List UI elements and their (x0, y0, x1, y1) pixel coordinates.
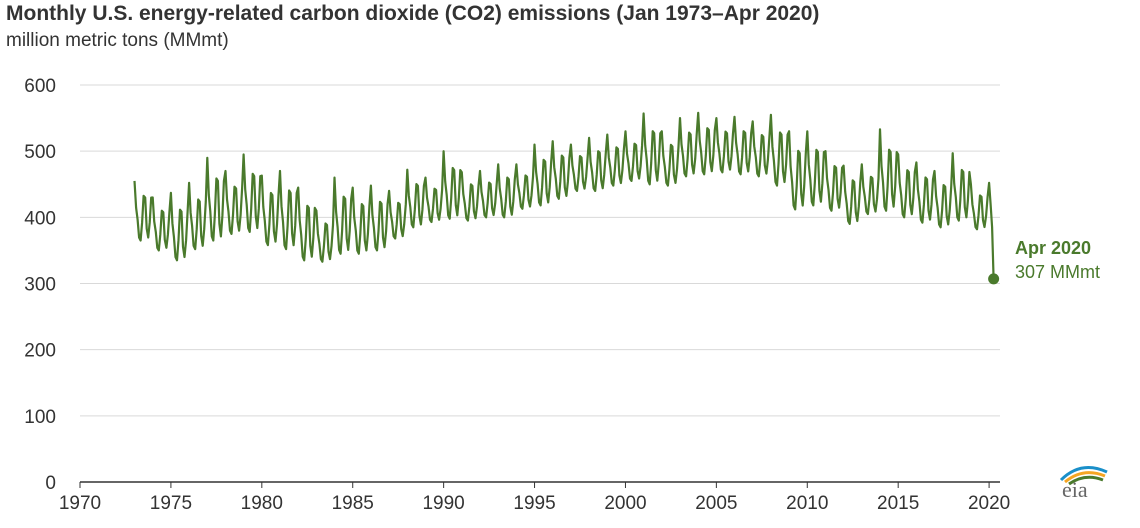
y-tick-label: 600 (24, 76, 56, 97)
x-tick-label: 2000 (604, 493, 646, 514)
series (133, 111, 1000, 285)
x-tick-label: 2015 (877, 493, 919, 514)
x-tick-label: 1990 (422, 493, 464, 514)
x-tick-label: 1985 (332, 493, 374, 514)
annotation-point (988, 273, 1000, 285)
annotation: Apr 2020 307 MMmt (1015, 238, 1100, 282)
gridlines (80, 84, 1000, 417)
x-tick-label: 2020 (968, 493, 1010, 514)
logo-arc-green (1068, 475, 1104, 486)
y-tick-label: 300 (24, 275, 56, 296)
x-tick-label: 1995 (513, 493, 555, 514)
x-tick-label: 1980 (241, 493, 283, 514)
chart-title: Monthly U.S. energy-related carbon dioxi… (6, 2, 820, 25)
y-tick-label: 100 (24, 407, 56, 428)
series-line-co2-emissions (133, 111, 995, 279)
logo-arc-orange (1064, 471, 1106, 484)
y-tick-label: 500 (24, 142, 56, 163)
logo-arc-blue (1059, 466, 1108, 482)
x-tick-label: 2005 (695, 493, 737, 514)
y-tick-label: 0 (45, 473, 56, 494)
x-tick-label: 1970 (59, 493, 101, 514)
eia-logo (1059, 466, 1108, 486)
y-tick-label: 200 (24, 341, 56, 362)
annotation-value: 307 MMmt (1015, 262, 1100, 282)
y-tick-label: 400 (24, 208, 56, 229)
axes: 0 100 200 300 400 500 600 1970 1975 1980 1985 1990 1… (24, 76, 1010, 514)
annotation-label: Apr 2020 (1015, 238, 1091, 258)
x-tick-label: 1975 (150, 493, 192, 514)
x-tick-label: 2010 (786, 493, 828, 514)
chart-subtitle: million metric tons (MMmt) (6, 30, 229, 51)
eia-logo-text: eia (1062, 477, 1088, 502)
